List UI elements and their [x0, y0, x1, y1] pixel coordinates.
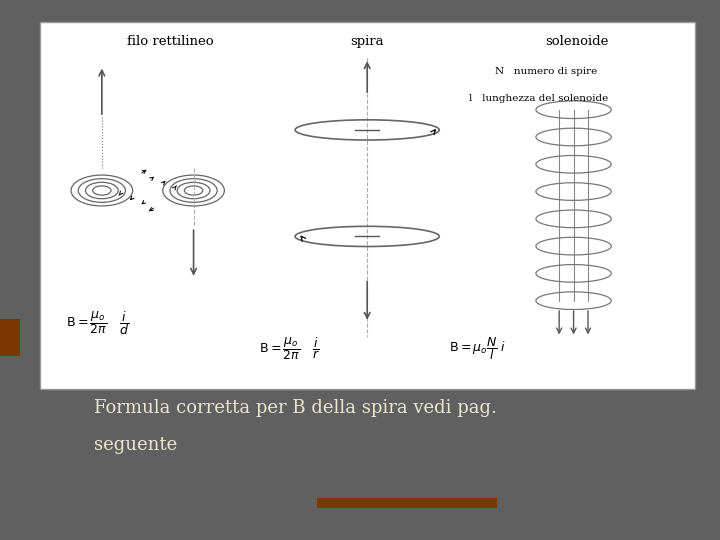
Text: N   numero di spire: N numero di spire [495, 66, 597, 76]
Text: Formula corretta per B della spira vedi pag.: Formula corretta per B della spira vedi … [94, 399, 497, 417]
Text: spira: spira [351, 35, 384, 48]
Text: $\mathrm{B} = \dfrac{\mu_o}{2\pi} \quad \dfrac{i}{r}$: $\mathrm{B} = \dfrac{\mu_o}{2\pi} \quad … [259, 335, 320, 362]
Bar [40, 22, 695, 389]
Text: solenoide: solenoide [545, 35, 608, 48]
Bar [317, 498, 497, 508]
Text: filo rettilineo: filo rettilineo [127, 35, 214, 48]
Text: $\mathrm{B} = \dfrac{\mu_o}{2\pi} \quad \dfrac{i}{d}$: $\mathrm{B} = \dfrac{\mu_o}{2\pi} \quad … [66, 309, 129, 336]
Text: l   lunghezza del solenoide: l lunghezza del solenoide [469, 94, 608, 103]
Bar [0, 319, 20, 356]
Text: seguente: seguente [94, 436, 177, 455]
Text: $\mathrm{B} = \mu_o \dfrac{N}{l} \; i$: $\mathrm{B} = \mu_o \dfrac{N}{l} \; i$ [449, 335, 506, 362]
